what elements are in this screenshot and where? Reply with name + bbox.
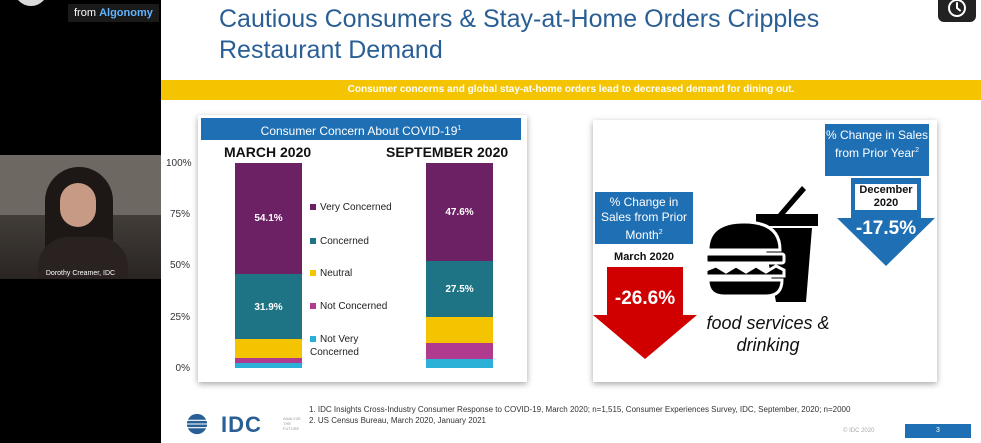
data-label-very-concerned: 54.1%	[254, 213, 283, 225]
legend-neutral: Neutral	[310, 267, 352, 280]
y-tick-0: 0%	[175, 363, 190, 374]
bar-segment-very-concerned	[235, 163, 302, 274]
legend-not-very-concerned: Not Very Concerned	[310, 333, 370, 359]
idc-tagline: ANALYZE THE FUTURE	[283, 416, 301, 431]
participant-body	[38, 237, 128, 279]
participant-name: Dorothy Creamer, IDC	[45, 270, 116, 277]
bar-segment-not-concerned	[235, 357, 302, 363]
bar-segment-concerned	[235, 273, 302, 340]
red-down-arrow	[593, 267, 697, 359]
food-drink-icon	[706, 186, 818, 302]
y-tick-100: 100%	[166, 158, 192, 169]
legend-not-concerned: Not Concerned	[310, 300, 387, 313]
chart-header: Consumer Concern About COVID-191	[201, 118, 521, 140]
legend-swatch-not-very-concerned	[310, 336, 316, 342]
from-label: from	[74, 7, 96, 19]
monthly-change-box: % Change in Sales from Prior Month2	[595, 192, 693, 244]
participant-face	[60, 183, 96, 227]
monthly-change-footnote: 2	[658, 229, 663, 236]
idc-globe-icon	[186, 413, 208, 435]
sales-change-panel: % Change in Sales from Prior Month2 Marc…	[593, 120, 937, 382]
bar-segment-concerned	[426, 260, 493, 317]
category-label-september: SEPTEMBER 2020	[386, 144, 509, 160]
profile-icon[interactable]	[14, 0, 48, 6]
legend-concerned: Concerned	[310, 235, 369, 248]
chart-title-footnote: 1	[457, 125, 462, 132]
legend-label-very-concerned: Very Concerned	[320, 202, 392, 213]
legend-label-concerned: Concerned	[320, 236, 369, 247]
yearly-change-footnote: 2	[915, 147, 919, 154]
footnotes: 1. IDC Insights Cross-Industry Consumer …	[309, 404, 969, 426]
data-label-very-concerned: 47.6%	[445, 206, 474, 218]
y-tick-75: 75%	[169, 209, 190, 220]
yearly-change-title: % Change in Sales from Prior Year	[825, 128, 929, 160]
chart-title: Consumer Concern About COVID-19	[260, 124, 458, 138]
yearly-period: December 2020	[855, 184, 917, 210]
brand-label: Algonomy	[99, 7, 153, 19]
timer-button[interactable]	[938, 0, 976, 22]
legend-swatch-very-concerned	[310, 204, 316, 211]
source-badge: from Algonomy	[68, 4, 159, 22]
monthly-period: March 2020	[614, 251, 674, 263]
concern-chart-panel: Consumer Concern About COVID-191 MARCH 2…	[166, 115, 527, 382]
legend-label-not-very-concerned: Not Very Concerned	[310, 334, 359, 358]
subtitle-banner: Consumer concerns and global stay-at-hom…	[161, 80, 981, 100]
chart-plot: 100% 75% 50% 25% 0% 31.9% 54.1% 27.5% 47.6…	[166, 115, 527, 382]
bar-september-2020: 27.5% 47.6%	[426, 163, 493, 368]
footnote-2: 2. US Census Bureau, March 2020, January…	[309, 416, 486, 425]
footnote-1: 1. IDC Insights Cross-Industry Consumer …	[309, 405, 851, 414]
slide: Cautious Consumers & Stay-at-Home Orders…	[161, 0, 981, 443]
legend-swatch-not-concerned	[310, 303, 316, 310]
bar-segment-very-concerned	[426, 163, 493, 261]
yearly-change-value: -17.5%	[855, 218, 917, 239]
legend-very-concerned: Very Concerned	[310, 201, 392, 214]
slide-title: Cautious Consumers & Stay-at-Home Orders…	[219, 5, 820, 64]
yearly-change-box: % Change in Sales from Prior Year2	[825, 124, 929, 176]
participant-video[interactable]: Dorothy Creamer, IDC	[0, 155, 161, 279]
legend-swatch-neutral	[310, 270, 316, 277]
monthly-change-title: % Change in Sales from Prior Month	[600, 195, 688, 242]
legend-label-not-concerned: Not Concerned	[320, 301, 388, 312]
bar-segment-not-very-concerned	[235, 362, 302, 368]
participant-strip: from Algonomy Dorothy Creamer, IDC	[0, 0, 161, 443]
bar-march-2020: 31.9% 54.1%	[235, 163, 302, 368]
idc-logo-text: IDC	[221, 412, 262, 437]
page-number: 3	[905, 424, 971, 438]
y-tick-50: 50%	[169, 260, 190, 271]
data-label-concerned: 27.5%	[445, 283, 474, 295]
data-label-concerned: 31.9%	[254, 301, 283, 313]
monthly-change-value: -26.6%	[614, 288, 676, 309]
legend-label-neutral: Neutral	[320, 268, 353, 279]
category-label-march: MARCH 2020	[224, 144, 312, 160]
bar-segment-not-concerned	[426, 343, 493, 359]
legend-swatch-concerned	[310, 238, 316, 245]
food-services-label: food services & drinking	[706, 313, 830, 355]
bar-segment-neutral	[235, 339, 302, 358]
bar-segment-neutral	[426, 316, 493, 344]
clock-icon	[948, 0, 966, 17]
y-tick-25: 25%	[169, 312, 190, 323]
copyright: © IDC 2020	[843, 428, 875, 434]
bar-segment-not-very-concerned	[426, 358, 493, 368]
